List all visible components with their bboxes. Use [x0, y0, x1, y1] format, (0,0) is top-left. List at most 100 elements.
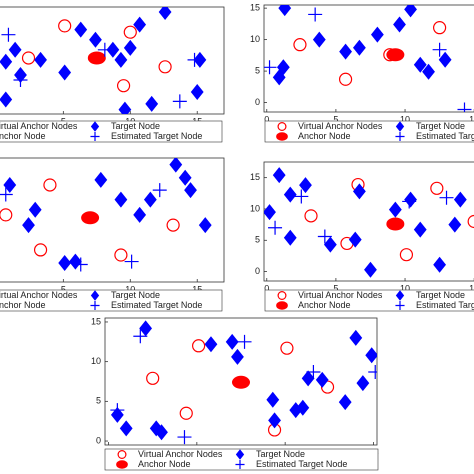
x-tick-label: 10	[400, 283, 410, 293]
legend-label: Target Node	[416, 121, 465, 131]
target-node	[119, 420, 133, 437]
legend-label: Virtual Anchor Nodes	[0, 290, 78, 300]
target-node	[190, 83, 204, 100]
y-tick-label: 0	[255, 266, 260, 276]
estimated-node	[172, 94, 187, 109]
target-node	[114, 191, 128, 208]
target-node	[413, 56, 427, 73]
x-tick-label: 5	[333, 114, 338, 124]
target-node	[339, 43, 352, 60]
marks	[264, 5, 472, 112]
estimated-node	[1, 27, 16, 42]
target-node	[453, 191, 467, 208]
legend-label: Virtual Anchor Nodes	[298, 121, 383, 131]
target-node	[74, 21, 88, 38]
virtual-anchor	[43, 178, 57, 192]
target-node	[264, 204, 276, 221]
x-tick-label: 5	[61, 284, 66, 294]
target-node	[184, 182, 197, 199]
anchor-node	[87, 51, 106, 65]
target-node	[133, 16, 147, 33]
y-tick-label: 15	[91, 316, 101, 326]
estimated-node	[432, 42, 447, 57]
virtual-anchor	[117, 450, 127, 460]
estimated-node	[264, 60, 277, 75]
virtual-anchor	[146, 371, 160, 385]
anchor-node	[276, 132, 288, 141]
target-node	[353, 39, 366, 56]
target-node	[315, 371, 329, 388]
target-node	[365, 347, 377, 364]
target-node	[22, 217, 35, 234]
virtual-anchor	[33, 243, 48, 257]
estimated-node	[133, 329, 148, 344]
marks	[110, 320, 377, 445]
virtual-anchor	[158, 60, 172, 74]
estimated-node	[294, 189, 309, 204]
virtual-anchor	[338, 72, 353, 86]
target-node	[301, 370, 315, 387]
x-tick-label: 15	[192, 284, 202, 294]
target-node	[133, 206, 147, 223]
legend-label: Virtual Anchor Nodes	[298, 290, 383, 300]
target-node	[143, 191, 157, 208]
target-node	[272, 167, 286, 184]
virtual-anchor	[430, 181, 444, 195]
target-node	[178, 169, 192, 186]
target-node	[90, 290, 100, 301]
y-tick-label: 0	[96, 435, 101, 445]
target-node	[364, 261, 377, 278]
legend-label: Anchor Node	[298, 300, 351, 310]
legend-label: Target Node	[416, 290, 465, 300]
legend-box	[0, 120, 223, 143]
estimated-node	[0, 187, 13, 202]
anchor-node	[232, 375, 250, 389]
legend-label: Anchor Node	[0, 300, 46, 310]
y-tick-label: 10	[250, 203, 260, 213]
legend-label: Virtual Anchor Nodes	[138, 449, 223, 459]
x-tick-label: 0	[264, 114, 269, 124]
virtual-anchor	[58, 19, 72, 33]
target-node	[68, 253, 82, 270]
target-node	[114, 51, 128, 68]
target-node	[158, 7, 172, 21]
estimated-node	[73, 257, 88, 272]
estimated-node	[187, 52, 202, 67]
estimated-node	[235, 459, 245, 470]
target-node	[353, 183, 366, 200]
target-node	[34, 51, 47, 68]
virtual-anchor	[166, 218, 180, 232]
target-node	[58, 255, 72, 272]
virtual-anchor	[21, 51, 36, 65]
anchor-node	[276, 301, 288, 310]
legend-label: Anchor Node	[138, 459, 191, 469]
legend-label: Anchor Node	[298, 131, 351, 141]
legend-label: Target Node	[111, 290, 160, 300]
legend-label: Anchor Node	[0, 131, 46, 141]
target-node	[323, 236, 337, 253]
estimated-node	[237, 334, 252, 349]
target-node	[155, 424, 168, 441]
marks	[0, 158, 212, 272]
estimated-node	[395, 131, 405, 142]
virtual-anchor	[0, 208, 13, 222]
target-node	[312, 31, 326, 48]
anchor-node	[81, 211, 100, 225]
legend-label: Virtual Anchor Nodes	[0, 121, 78, 131]
estimated-node	[90, 300, 100, 311]
x-tick-label: 10	[125, 284, 135, 294]
target-node	[433, 256, 447, 273]
target-node	[3, 176, 17, 193]
x-tick-label: 15	[469, 283, 474, 293]
estimated-node	[308, 7, 323, 22]
target-node	[169, 158, 183, 173]
target-node	[94, 171, 108, 188]
target-node	[123, 39, 137, 56]
estimated-node	[97, 42, 112, 57]
target-node	[204, 336, 218, 353]
target-node	[89, 31, 102, 48]
